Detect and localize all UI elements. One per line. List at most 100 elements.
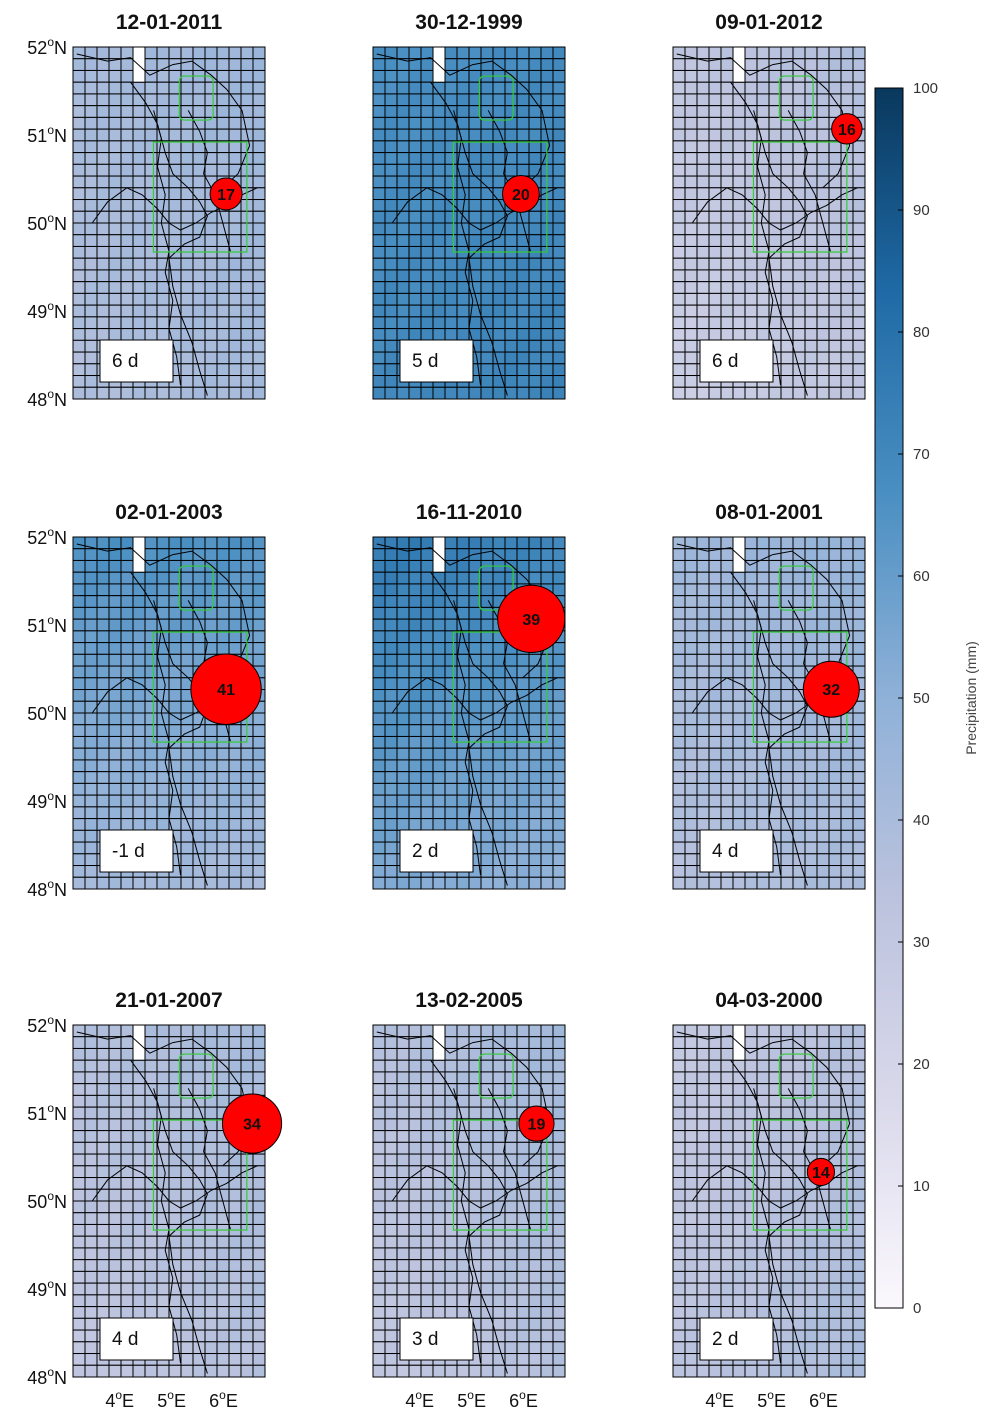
grid-cell bbox=[156, 1259, 170, 1272]
grid-cell bbox=[840, 1024, 854, 1038]
grid-cell bbox=[432, 105, 446, 118]
grid-cell bbox=[672, 876, 686, 890]
grid-cell bbox=[228, 1341, 242, 1355]
grid-cell bbox=[468, 618, 482, 632]
grid-cell bbox=[216, 257, 230, 271]
grid-cell bbox=[672, 559, 686, 573]
grid-cell bbox=[372, 595, 386, 608]
grid-cell bbox=[372, 1106, 386, 1120]
grid-cell bbox=[252, 1259, 266, 1272]
grid-cell bbox=[816, 1329, 830, 1343]
grid-cell bbox=[120, 269, 134, 283]
grid-cell bbox=[444, 759, 458, 773]
grid-cell bbox=[384, 865, 398, 878]
grid-cell bbox=[768, 665, 782, 679]
grid-cell bbox=[720, 1259, 734, 1272]
grid-cell bbox=[732, 1177, 746, 1190]
grid-cell bbox=[180, 1341, 194, 1355]
grid-cell bbox=[120, 1294, 134, 1308]
grid-cell bbox=[96, 536, 110, 550]
grid-cell bbox=[408, 712, 422, 726]
grid-cell bbox=[84, 735, 98, 749]
grid-cell bbox=[108, 69, 122, 83]
grid-cell bbox=[792, 665, 806, 679]
grid-cell bbox=[396, 316, 410, 330]
grid-cell bbox=[816, 559, 830, 573]
grid-cell bbox=[684, 316, 698, 330]
river bbox=[153, 600, 181, 875]
grid-cell bbox=[252, 351, 266, 365]
grid-cell bbox=[204, 351, 218, 365]
grid-cell bbox=[168, 1141, 182, 1155]
grid-cell bbox=[732, 689, 746, 702]
grid-cell bbox=[780, 1130, 794, 1143]
catchment-box-north bbox=[778, 565, 814, 611]
grid-cell bbox=[540, 281, 554, 294]
grid-cell bbox=[468, 386, 482, 400]
grid-cell bbox=[828, 152, 842, 165]
grid-cell bbox=[84, 1141, 98, 1155]
grid-cell bbox=[432, 222, 446, 236]
grid-cell bbox=[432, 175, 446, 189]
grid-cell bbox=[720, 46, 734, 60]
grid-cell bbox=[192, 1165, 206, 1179]
grid-cell bbox=[72, 234, 86, 247]
grid-cell bbox=[672, 571, 686, 585]
grid-cell bbox=[696, 771, 710, 784]
grid-cell bbox=[396, 583, 410, 597]
grid-cell bbox=[228, 1235, 242, 1249]
grid-cell bbox=[540, 782, 554, 796]
grid-cell bbox=[492, 818, 506, 831]
peak-value-label: 20 bbox=[512, 187, 530, 204]
grid-cell bbox=[228, 876, 242, 890]
grid-cell bbox=[192, 234, 206, 247]
grid-cell bbox=[468, 642, 482, 655]
grid-cell bbox=[96, 46, 110, 60]
grid-cell bbox=[72, 1024, 86, 1038]
grid-cell bbox=[804, 163, 818, 177]
grid-cell bbox=[720, 606, 734, 620]
grid-cell bbox=[444, 724, 458, 737]
grid-cell bbox=[816, 841, 830, 855]
grid-cell bbox=[396, 724, 410, 737]
grid-cell bbox=[108, 735, 122, 749]
grid-cell bbox=[72, 1153, 86, 1167]
grid-cell bbox=[96, 81, 110, 95]
grid-cell bbox=[156, 105, 170, 118]
grid-cell bbox=[528, 853, 542, 867]
grid-cell bbox=[228, 724, 242, 737]
grid-cell bbox=[840, 559, 854, 573]
grid-cell bbox=[120, 759, 134, 773]
grid-cell bbox=[84, 853, 98, 867]
grid-cell bbox=[528, 1341, 542, 1355]
grid-cell bbox=[708, 1141, 722, 1155]
lag-label: 3 d bbox=[412, 1329, 438, 1350]
grid-cell bbox=[828, 759, 842, 773]
grid-cell bbox=[144, 1235, 158, 1249]
grid-cell bbox=[180, 782, 194, 796]
grid-cell bbox=[420, 595, 434, 608]
grid-cell bbox=[744, 689, 758, 702]
grid-cell bbox=[396, 1083, 410, 1096]
grid-cell bbox=[192, 339, 206, 353]
grid-cell bbox=[144, 163, 158, 177]
grid-cell bbox=[708, 1188, 722, 1202]
grid-cell bbox=[192, 1153, 206, 1167]
grid-cell bbox=[468, 536, 482, 550]
grid-cell bbox=[816, 1317, 830, 1331]
grid-cell bbox=[768, 128, 782, 142]
grid-cell bbox=[228, 304, 242, 318]
grid-cell bbox=[252, 1188, 266, 1202]
grid-cell bbox=[696, 876, 710, 890]
grid-cell bbox=[732, 105, 746, 118]
grid-cell bbox=[828, 642, 842, 655]
grid-cell bbox=[708, 665, 722, 679]
grid-cell bbox=[768, 386, 782, 400]
grid-cell bbox=[480, 853, 494, 867]
grid-cell bbox=[804, 105, 818, 118]
grid-cell bbox=[696, 536, 710, 550]
grid-cell bbox=[432, 152, 446, 165]
grid-cell bbox=[744, 46, 758, 60]
grid-cell bbox=[480, 642, 494, 655]
